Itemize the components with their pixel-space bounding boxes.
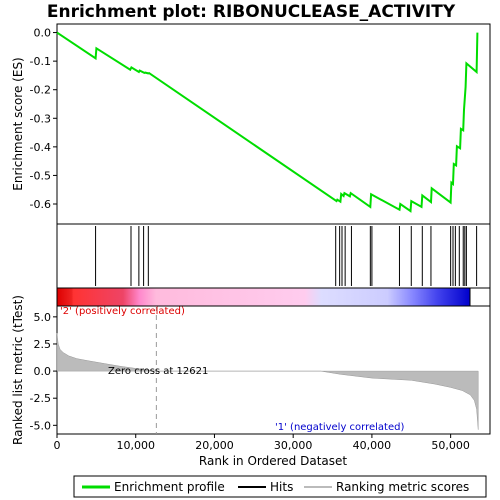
zero-cross-label: Zero cross at 12621 xyxy=(108,366,208,377)
metric-ytick-label: 2.5 xyxy=(34,338,52,351)
legend-hits-label: Hits xyxy=(270,480,293,494)
es-ytick-label: -0.1 xyxy=(30,55,51,68)
chart-title: Enrichment plot: RIBONUCLEASE_ACTIVITY xyxy=(47,2,456,22)
xtick-label: 50,000 xyxy=(431,439,470,452)
legend: Enrichment profile Hits Ranking metric s… xyxy=(73,475,487,498)
xtick-label: 40,000 xyxy=(353,439,392,452)
xtick-label: 30,000 xyxy=(274,439,313,452)
es-ytick-label: 0.0 xyxy=(34,27,52,40)
es-axis-label: Enrichment score (ES) xyxy=(11,57,25,190)
xtick-label: 0 xyxy=(54,439,61,452)
es-ytick-label: -0.5 xyxy=(30,169,51,182)
es-ytick-label: -0.6 xyxy=(30,198,51,211)
metric-axis-label: Ranked list metric (tTest) xyxy=(11,295,25,445)
legend-metric-label: Ranking metric scores xyxy=(336,480,469,494)
legend-enrichment-label: Enrichment profile xyxy=(114,480,225,494)
metric-ytick-label: 5.0 xyxy=(34,311,52,324)
ranking-metric-area xyxy=(56,333,479,430)
es-ytick-label: -0.4 xyxy=(30,141,51,154)
xtick-label: 20,000 xyxy=(195,439,234,452)
es-ytick-label: -0.3 xyxy=(30,112,51,125)
xtick-label: 10,000 xyxy=(116,439,155,452)
metric-ytick-label: -2.5 xyxy=(30,392,51,405)
es-panel: 0.0 -0.1 -0.2 -0.3 -0.4 -0.5 -0.6 xyxy=(30,23,491,225)
es-ytick-label: -0.2 xyxy=(30,84,51,97)
x-axis-label: Rank in Ordered Dataset xyxy=(199,454,347,468)
ranking-color-bar xyxy=(56,287,491,307)
metric-panel: 5.0 2.5 0.0 -2.5 -5.0 0 10,000 20,000 30,000 40,… xyxy=(30,305,491,452)
negative-correlation-label: '1' (negatively correlated) xyxy=(275,422,404,433)
hits-panel xyxy=(56,223,491,289)
metric-ytick-label: 0.0 xyxy=(34,365,52,378)
es-curve xyxy=(56,31,479,213)
metric-ytick-label: -5.0 xyxy=(30,419,51,432)
positive-correlation-label: '2' (positively correlated) xyxy=(60,306,185,317)
